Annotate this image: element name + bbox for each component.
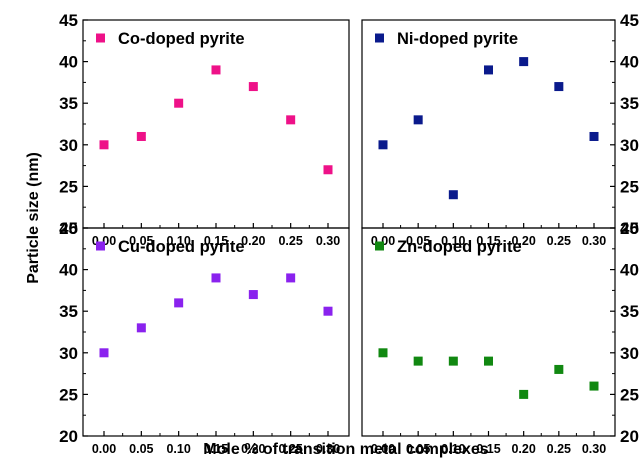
data-point-zn-1	[413, 356, 423, 366]
y-tick-label-ni-0: 20	[620, 219, 639, 238]
y-tick-label-co-0: 20	[59, 219, 78, 238]
legend-label-cu: Cu-doped pyrite	[118, 238, 245, 256]
y-tick-label-ni-3: 35	[620, 94, 639, 113]
data-point-zn-4	[519, 389, 529, 399]
data-point-co-2	[174, 98, 184, 108]
legend-marker-co	[96, 33, 105, 43]
x-tick-label-cu-0: 0.00	[92, 442, 116, 456]
x-tick-label-zn-1: 0.05	[406, 442, 430, 456]
data-point-zn-3	[484, 356, 493, 366]
x-tick-label-ni-5: 0.25	[547, 234, 571, 248]
y-tick-label-ni-1: 25	[620, 177, 639, 196]
x-tick-label-co-3: 0.15	[204, 234, 228, 248]
x-tick-label-co-6: 0.30	[316, 234, 340, 248]
data-point-ni-0	[378, 140, 388, 150]
data-point-zn-6	[589, 381, 599, 391]
y-tick-label-zn-2: 30	[620, 344, 639, 363]
x-tick-label-ni-3: 0.15	[476, 234, 500, 248]
y-tick-label-ni-4: 40	[620, 53, 639, 72]
y-tick-label-ni-2: 30	[620, 136, 639, 155]
data-point-co-0	[99, 140, 109, 150]
legend-marker-ni	[375, 33, 384, 43]
x-tick-label-ni-4: 0.20	[511, 234, 535, 248]
x-tick-label-zn-2: 0.10	[441, 442, 465, 456]
data-point-ni-5	[554, 82, 564, 92]
data-point-co-6	[323, 165, 333, 175]
data-point-cu-5	[286, 273, 296, 283]
data-point-ni-6	[589, 131, 599, 141]
y-tick-label-cu-5: 45	[59, 219, 78, 238]
data-point-co-1	[136, 131, 146, 141]
data-point-cu-0	[99, 348, 109, 358]
x-tick-label-ni-2: 0.10	[441, 234, 465, 248]
x-tick-label-ni-1: 0.05	[406, 234, 430, 248]
y-tick-label-cu-1: 25	[59, 385, 78, 404]
y-tick-label-cu-3: 35	[59, 302, 78, 321]
x-tick-label-co-2: 0.10	[166, 234, 190, 248]
data-point-cu-4	[248, 290, 258, 300]
y-tick-label-cu-4: 40	[59, 261, 78, 280]
x-axis-title: Mole % of transition metal complexes	[203, 441, 489, 458]
x-tick-label-cu-4: 0.20	[241, 442, 265, 456]
data-point-cu-2	[174, 298, 184, 308]
x-tick-label-cu-5: 0.25	[278, 442, 302, 456]
y-tick-label-zn-3: 35	[620, 302, 639, 321]
y-tick-label-cu-2: 30	[59, 344, 78, 363]
x-tick-label-zn-5: 0.25	[547, 442, 571, 456]
data-point-co-3	[211, 65, 221, 75]
x-tick-label-co-5: 0.25	[278, 234, 302, 248]
data-point-ni-1	[413, 115, 423, 125]
y-tick-label-co-2: 30	[59, 136, 78, 155]
legend-label-ni: Ni-doped pyrite	[397, 30, 518, 48]
x-tick-label-cu-3: 0.15	[204, 442, 228, 456]
x-tick-label-zn-4: 0.20	[511, 442, 535, 456]
data-point-cu-1	[136, 323, 146, 333]
y-tick-label-cu-0: 20	[59, 427, 78, 446]
data-point-co-4	[248, 82, 258, 92]
data-point-zn-0	[378, 348, 388, 358]
data-point-co-5	[286, 115, 296, 125]
x-tick-label-ni-6: 0.30	[582, 234, 606, 248]
legend-label-co: Co-doped pyrite	[118, 30, 245, 48]
y-tick-label-co-4: 40	[59, 53, 78, 72]
data-point-cu-3	[211, 273, 221, 283]
panel-cu: 20 25 30 35 40 45 0.00 0.05 0.10 0.15 0.20 0.25 0.30…	[59, 219, 350, 456]
y-tick-label-zn-1: 25	[620, 385, 639, 404]
data-point-ni-2	[448, 190, 458, 200]
y-tick-label-zn-4: 40	[620, 261, 639, 280]
y-tick-label-zn-0: 20	[620, 427, 639, 446]
y-axis-title: Particle size (nm)	[25, 152, 42, 284]
y-tick-label-zn-5: 45	[620, 219, 639, 238]
panel-zn: 20 25 30 35 40 45 0.00 0.05 0.10 0.15 0.20 0.25 0.30…	[361, 219, 639, 456]
chart-panels: 20 25 30 35 40 45 0.00 0.05 0.10 0.15 0.20 0.25 0.30…	[59, 11, 639, 456]
x-tick-label-zn-6: 0.30	[582, 442, 606, 456]
x-tick-label-zn-0: 0.00	[371, 442, 395, 456]
x-tick-label-co-4: 0.20	[241, 234, 265, 248]
y-tick-label-co-1: 25	[59, 177, 78, 196]
y-tick-label-co-3: 35	[59, 94, 78, 113]
data-point-cu-6	[323, 306, 333, 316]
x-tick-label-cu-2: 0.10	[166, 442, 190, 456]
data-point-ni-3	[484, 65, 493, 75]
data-point-zn-2	[448, 356, 458, 366]
legend-marker-cu	[96, 241, 105, 251]
x-tick-label-co-1: 0.05	[129, 234, 153, 248]
x-tick-label-cu-6: 0.30	[316, 442, 340, 456]
legend-marker-zn	[375, 241, 384, 251]
legend-label-zn: Zn-doped pyrite	[397, 238, 522, 256]
data-point-zn-5	[554, 364, 564, 374]
data-point-ni-4	[519, 57, 529, 67]
x-tick-label-cu-1: 0.05	[129, 442, 153, 456]
y-tick-label-co-5: 45	[59, 11, 78, 30]
y-tick-label-ni-5: 45	[620, 11, 639, 30]
x-tick-label-zn-3: 0.15	[476, 442, 500, 456]
